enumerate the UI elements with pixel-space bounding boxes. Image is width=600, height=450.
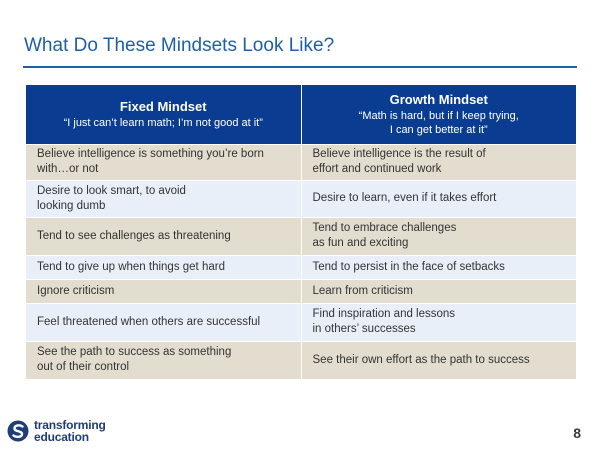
table-row: Feel threatened when others are successf… [26, 302, 576, 341]
table-row: See the path to success as something out… [26, 340, 576, 379]
transforming-education-s-logo-icon [7, 420, 29, 442]
fixed-cell: Ignore criticism [26, 278, 302, 303]
page-number: 8 [573, 425, 581, 441]
fixed-cell: Tend to give up when things get hard [26, 254, 302, 279]
growth-cell: Tend to persist in the face of setbacks [301, 254, 576, 279]
fixed-mindset-title: Fixed Mindset [119, 98, 207, 114]
fixed-cell: Feel threatened when others are successf… [26, 302, 302, 341]
table-row: Desire to look smart, to avoid looking d… [26, 179, 576, 217]
fixed-mindset-header: Fixed Mindset “I just can’t learn math; … [26, 85, 302, 144]
fixed-mindset-quote: “I just can’t learn math; I’m not good a… [63, 116, 263, 129]
logo-wordmark: transforming education [34, 419, 106, 443]
table-row: Ignore criticism Learn from criticism [26, 278, 576, 303]
mindset-comparison-table: Fixed Mindset “I just can’t learn math; … [26, 85, 576, 379]
table-row: Believe intelligence is something you’re… [26, 143, 576, 180]
growth-cell: Find inspiration and lessons in others’ … [301, 302, 576, 341]
table-row: Tend to see challenges as threatening Te… [26, 216, 576, 255]
fixed-cell: Tend to see challenges as threatening [26, 216, 302, 255]
growth-cell: Learn from criticism [301, 278, 576, 303]
logo-line2: education [34, 430, 89, 444]
table-header-row: Fixed Mindset “I just can’t learn math; … [26, 85, 576, 144]
slide-title: What Do These Mindsets Look Like? [24, 35, 335, 56]
growth-cell: See their own effort as the path to succ… [301, 340, 576, 379]
table-row: Tend to give up when things get hard Ten… [26, 254, 576, 279]
transforming-education-logo: transforming education [7, 419, 117, 447]
title-divider [23, 66, 577, 68]
growth-cell: Tend to embrace challenges as fun and ex… [301, 216, 576, 255]
growth-cell: Believe intelligence is the result of ef… [301, 143, 576, 180]
fixed-cell: See the path to success as something out… [26, 340, 302, 379]
growth-mindset-title: Growth Mindset [389, 91, 488, 107]
fixed-cell: Desire to look smart, to avoid looking d… [26, 179, 302, 217]
fixed-cell: Believe intelligence is something you’re… [26, 143, 302, 180]
growth-mindset-header: Growth Mindset “Math is hard, but if I k… [301, 85, 576, 144]
growth-mindset-quote: “Math is hard, but if I keep trying, I c… [358, 109, 519, 136]
growth-cell: Desire to learn, even if it takes effort [301, 179, 576, 217]
logo-line1: transforming [34, 418, 106, 432]
